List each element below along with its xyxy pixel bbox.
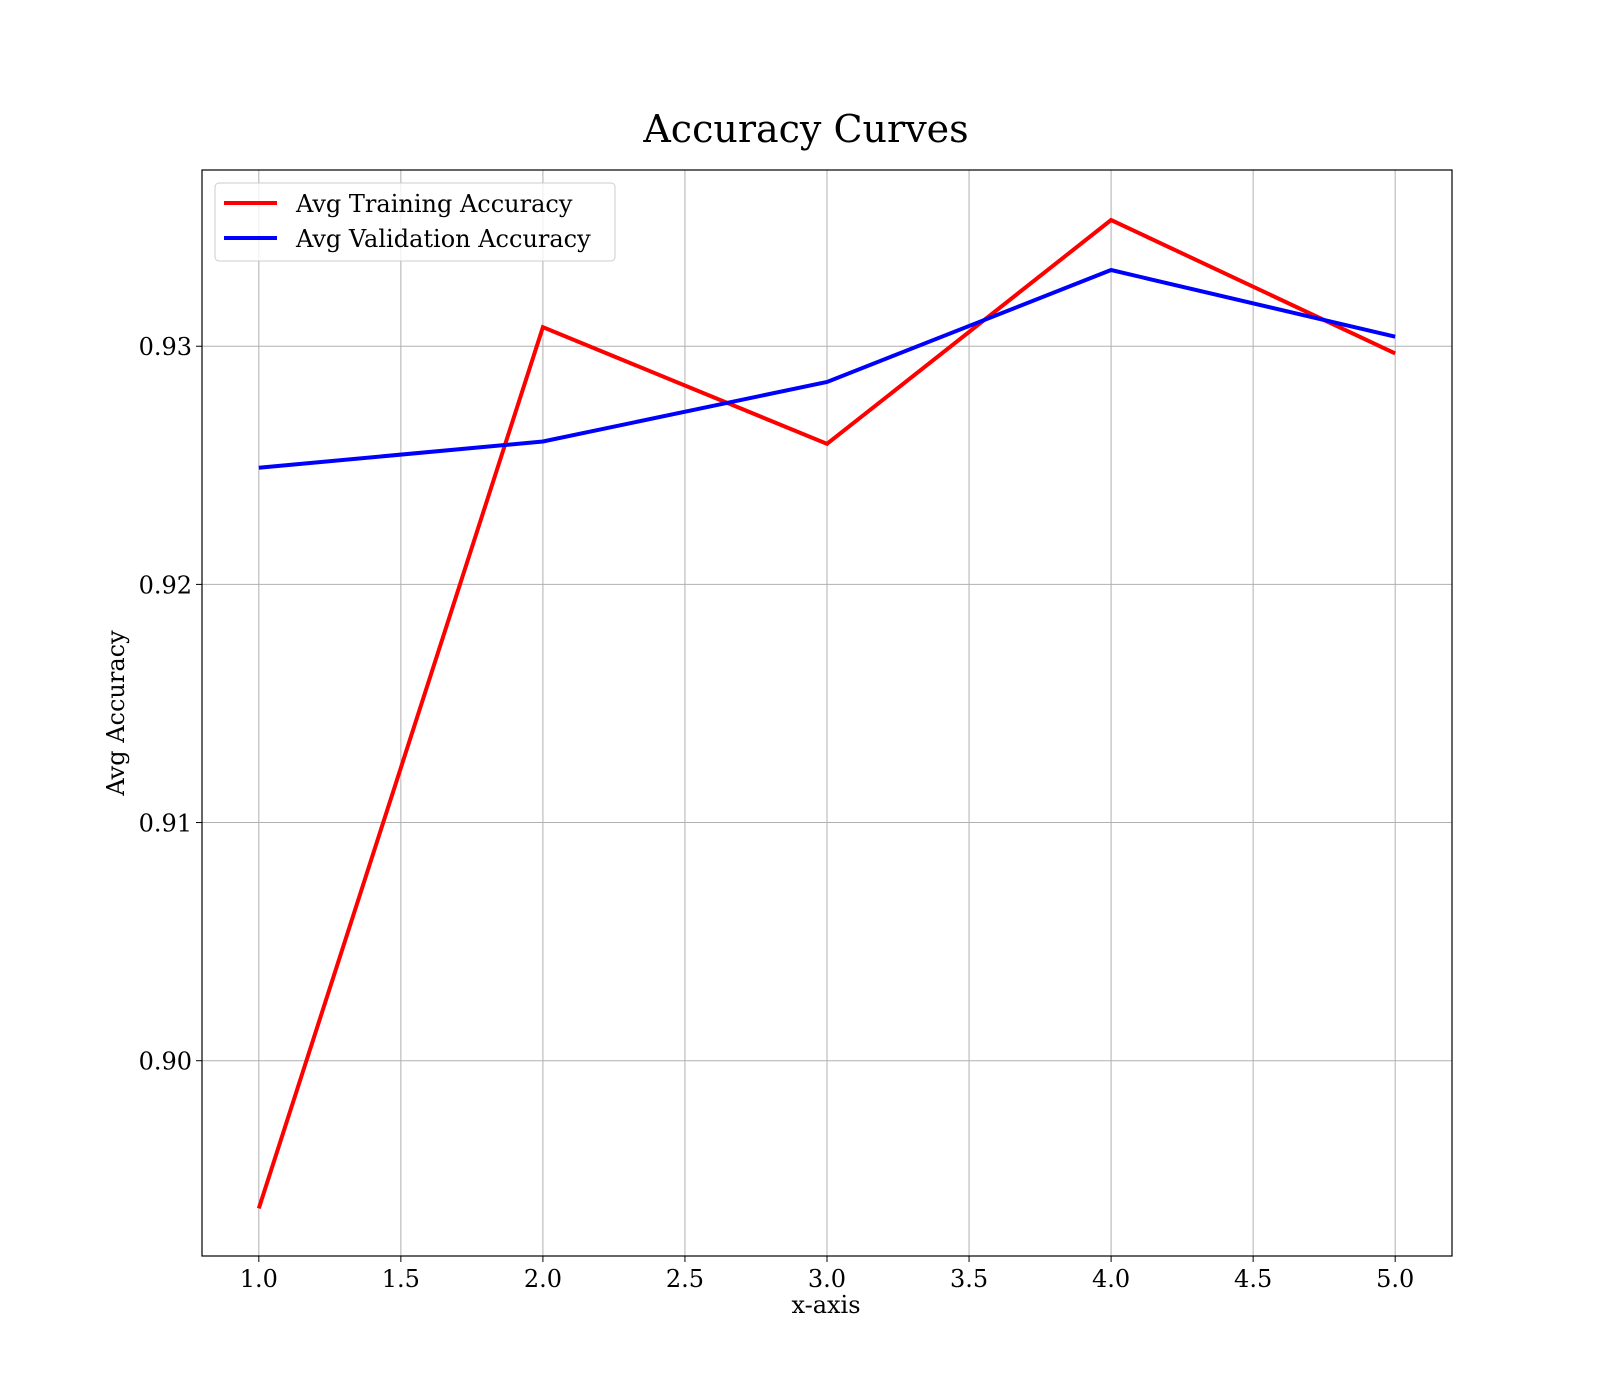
legend: Avg Training Accuracy Avg Validation Accu… [214, 182, 616, 262]
series-line-1 [258, 267, 1396, 470]
y-tick-label: 0.93 [139, 333, 192, 361]
x-tick-label: 3.5 [950, 1265, 988, 1293]
y-tick-label: 0.92 [139, 571, 192, 599]
x-tick-label: 2.5 [666, 1265, 704, 1293]
x-tick-label: 2.0 [524, 1265, 562, 1293]
x-tick-label: 5.0 [1376, 1265, 1414, 1293]
y-axis-label: Avg Accuracy [102, 630, 130, 797]
grid-lines [202, 170, 1452, 1256]
x-tick-label: 1.0 [240, 1265, 278, 1293]
series-lines [256, 217, 1397, 1209]
legend-box [214, 182, 616, 262]
x-tick-label: 1.5 [382, 1265, 420, 1293]
x-tick-label: 4.0 [1092, 1265, 1130, 1293]
legend-label-0: Avg Training Accuracy [295, 190, 573, 218]
series-line-0 [256, 217, 1397, 1209]
x-tick-label: 4.5 [1234, 1265, 1272, 1293]
x-axis-label: x-axis [791, 1291, 860, 1319]
legend-label-1: Avg Validation Accuracy [295, 225, 591, 253]
y-tick-label: 0.90 [139, 1048, 192, 1076]
axis-ticks: 1.0 1.5 2.0 2.5 3.0 3.5 4.0 4.5 5.0 0.90 0.91 0.92 0… [139, 333, 1415, 1293]
x-tick-label: 3.0 [808, 1265, 846, 1293]
chart-title: Accuracy Curves [642, 107, 968, 151]
y-tick-label: 0.91 [139, 810, 192, 838]
